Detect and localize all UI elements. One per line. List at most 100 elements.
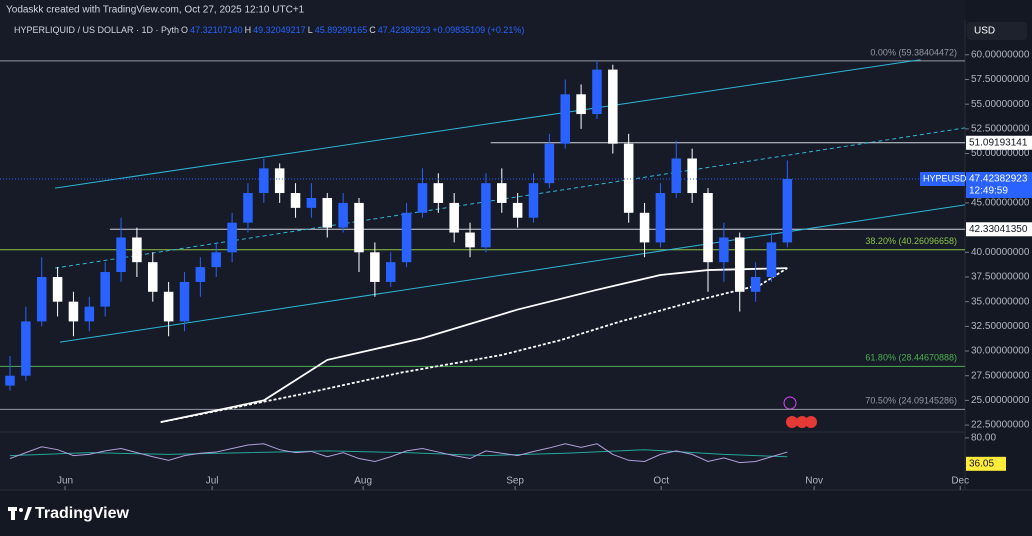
y-tick-label: 60.00000000: [971, 49, 1030, 60]
candle-body: [306, 197, 317, 208]
candle-body: [116, 237, 126, 273]
candle-body: [576, 94, 586, 115]
currency-box[interactable]: [967, 22, 1027, 40]
candle-body: [243, 193, 253, 223]
header-part: L: [308, 25, 313, 35]
candle-body: [592, 69, 602, 115]
candle-body: [608, 69, 618, 144]
level-tag: [966, 222, 1032, 237]
currency[interactable]: USD: [974, 26, 995, 37]
candle-body: [370, 252, 380, 282]
level-tag: [966, 135, 1032, 150]
candle-body: [163, 291, 174, 322]
fib-label: 70.50% (24.09145286): [865, 396, 957, 406]
candle-body: [211, 252, 221, 268]
y-tick-label: 40.00000000: [971, 247, 1030, 258]
y-tick-label: 37.50000000: [971, 272, 1030, 283]
header-part: 49.32049217: [253, 25, 306, 35]
level-tag-label: 51.09193141: [969, 137, 1028, 148]
trendline: [59, 204, 966, 343]
candle-body: [766, 242, 777, 277]
candle-body: [132, 237, 142, 263]
candle-body: [623, 143, 634, 213]
candle-body: [734, 237, 745, 292]
candle-body: [5, 375, 15, 386]
last-price-label: 47.42382923: [969, 174, 1028, 185]
candle-body: [290, 193, 301, 208]
header-part: 47.42382923: [378, 25, 431, 35]
candle-body: [100, 272, 110, 307]
candle-body: [655, 193, 666, 243]
header-part: HYPERLIQUID / US DOLLAR · 1D · Pyth: [14, 25, 179, 35]
candle-body: [36, 276, 47, 322]
candle-body: [259, 168, 269, 194]
x-tick-label: Jul: [206, 476, 219, 487]
candle-body: [481, 183, 491, 248]
candle-body: [719, 237, 729, 263]
candle-body: [639, 212, 650, 243]
event-icons: [783, 396, 817, 428]
trendline: [54, 59, 921, 189]
fib-label: 0.00% (59.38404472): [870, 47, 957, 57]
symbol-tag-label: HYPEUSD: [923, 173, 967, 183]
candle-body: [560, 94, 570, 144]
candle-body: [148, 262, 158, 292]
x-tick-label: Jun: [57, 476, 73, 487]
candle-body: [782, 178, 793, 243]
y-tick-label: 57.50000000: [971, 74, 1030, 85]
y-tick-label: 30.00000000: [971, 346, 1030, 357]
y-tick-label: 25.00000000: [971, 395, 1030, 406]
candle-body: [21, 321, 31, 376]
y-tick-label: 45.00000000: [971, 198, 1030, 209]
candle-body: [227, 222, 237, 253]
y-tick-label: 50.00000000: [971, 148, 1030, 159]
x-tick-label: Oct: [653, 476, 669, 487]
candle-body: [322, 197, 333, 228]
rsi-line: [9, 443, 788, 464]
x-tick-label: Dec: [951, 476, 969, 487]
candle-body: [401, 212, 412, 263]
rsi-tick-label: 80.00: [971, 433, 996, 444]
rsi-tag: [966, 456, 1006, 471]
candle-body: [671, 158, 682, 194]
y-tick-label: 22.50000000: [971, 420, 1030, 431]
candle-body: [433, 183, 444, 203]
header-part: O: [181, 25, 188, 35]
candle-body: [84, 306, 95, 322]
symbol-tag: [920, 171, 965, 186]
candle-body: [354, 202, 364, 253]
symbol-header: HYPERLIQUID / US DOLLAR · 1D · Pyth O 47.3…: [14, 25, 524, 35]
candle-body: [465, 232, 475, 248]
x-tick-label: Sep: [506, 476, 524, 487]
candle-body: [497, 183, 507, 203]
y-tick-label: 32.50000000: [971, 321, 1030, 332]
candle-body: [449, 202, 459, 233]
candle-body: [687, 158, 697, 194]
rsi-tag-label: 36.05: [969, 458, 994, 469]
moving-average: [160, 267, 788, 424]
brand-logo: [8, 507, 32, 520]
candle-body: [385, 262, 396, 282]
candle-body: [750, 276, 761, 292]
last-price-tag: [966, 171, 1032, 198]
candle-body: [195, 267, 206, 282]
moving-average: [160, 267, 788, 424]
candle-body: [703, 193, 713, 263]
candle-body: [512, 202, 523, 218]
x-tick-label: Aug: [354, 476, 372, 487]
candle-body: [417, 183, 428, 213]
fib-label: 38.20% (40.26096658): [865, 236, 957, 246]
candle-body: [544, 143, 555, 184]
candle-body: [68, 301, 79, 322]
credit: Yodaskk created with TradingView.com, Oc…: [6, 5, 305, 16]
candle-body: [52, 276, 63, 302]
candle-body: [528, 183, 539, 218]
header-part: H: [245, 25, 252, 35]
header-part: 47.32107140: [190, 25, 243, 35]
brand: TradingView: [35, 505, 130, 522]
y-tick-label: 27.50000000: [971, 370, 1030, 381]
y-tick-label: 52.50000000: [971, 124, 1030, 135]
y-tick-label: 55.00000000: [971, 99, 1030, 110]
fib-label: 61.80% (28.44670888): [865, 353, 957, 363]
